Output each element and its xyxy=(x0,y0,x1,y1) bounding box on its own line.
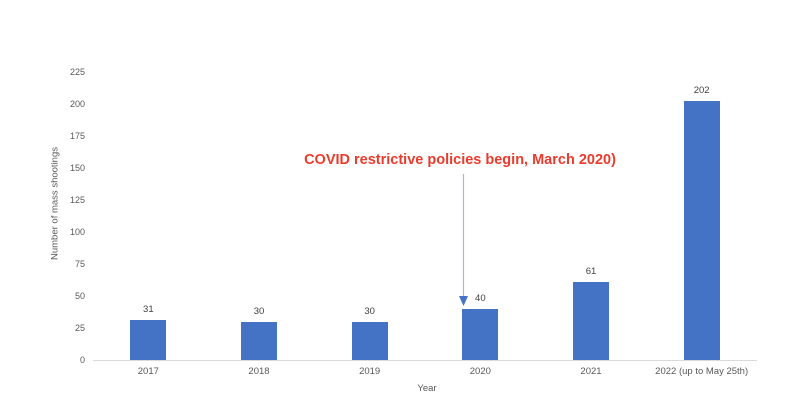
bar xyxy=(573,281,609,360)
x-tick-label: 2019 xyxy=(359,366,381,377)
y-tick-label: 150 xyxy=(69,163,85,173)
y-tick-label: 225 xyxy=(69,67,85,77)
x-tick-label: 2021 xyxy=(580,366,602,377)
y-tick-label: 0 xyxy=(79,355,85,365)
bar-value-label: 30 xyxy=(364,305,375,317)
bar xyxy=(241,321,277,360)
y-tick-label: 25 xyxy=(74,323,85,333)
y-tick-label: 175 xyxy=(69,131,85,141)
bar xyxy=(462,308,499,360)
y-tick-label: 50 xyxy=(74,291,85,301)
bar-value-label: 31 xyxy=(143,304,154,316)
annotation-text: COVID restrictive policies begin, March … xyxy=(304,152,616,168)
x-tick-label: 2017 xyxy=(137,366,159,377)
x-tick-label: 2020 xyxy=(469,366,491,377)
annotation-arrow-icon xyxy=(459,174,468,306)
annotation-arrowhead-icon xyxy=(459,296,468,306)
bar-value-label: 202 xyxy=(693,85,710,97)
bar-value-label: 40 xyxy=(475,292,486,304)
bar xyxy=(130,320,167,360)
y-tick-label: 100 xyxy=(69,227,85,237)
bar-value-label: 61 xyxy=(585,265,597,277)
bar-value-label: 30 xyxy=(253,305,265,317)
y-tick-label: 125 xyxy=(69,195,85,205)
bar xyxy=(683,101,720,360)
y-tick-label: 75 xyxy=(74,259,85,269)
y-tick-label: 200 xyxy=(69,99,85,109)
bar xyxy=(351,321,388,360)
x-axis-title: Year xyxy=(417,383,437,394)
x-tick-label: 2018 xyxy=(248,366,270,377)
x-axis-line xyxy=(93,360,757,361)
x-tick-label: 2022 (up to May 25th) xyxy=(655,366,749,377)
